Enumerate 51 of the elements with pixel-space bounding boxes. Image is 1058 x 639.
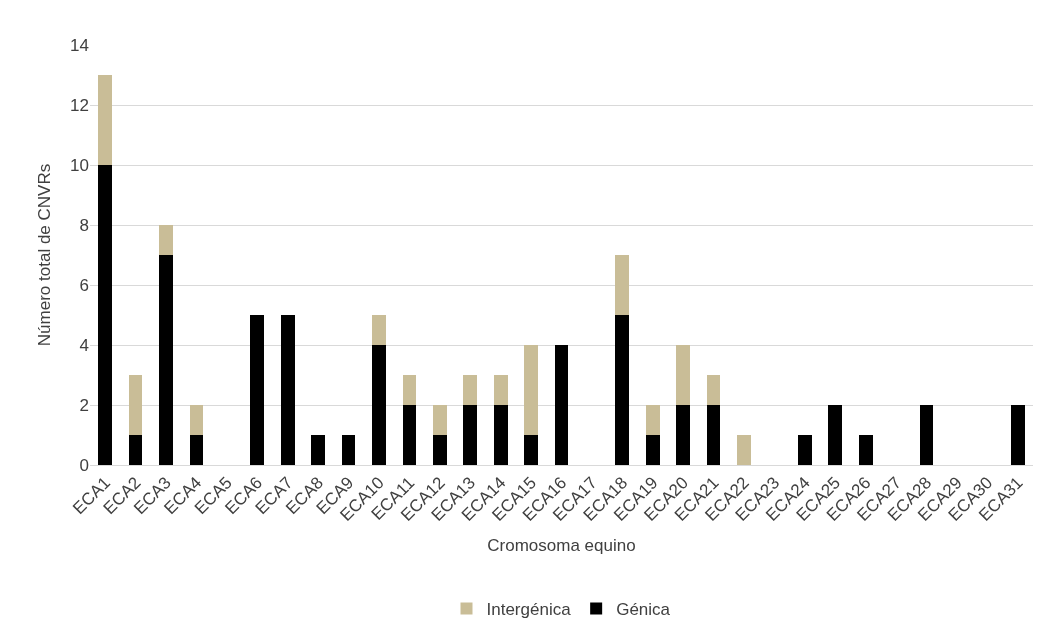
bar [615, 255, 630, 315]
legend-label: Intergénica [486, 600, 572, 620]
bar [706, 405, 721, 465]
bar [798, 435, 812, 465]
bar [341, 435, 356, 465]
bar [493, 375, 508, 405]
y-tick-label: 14 [70, 35, 89, 55]
bar [828, 405, 843, 465]
bar [402, 405, 417, 465]
bar [1010, 405, 1025, 465]
bar [463, 405, 478, 465]
bar [493, 405, 508, 465]
bar [463, 375, 478, 405]
legend-label: Génica [616, 600, 671, 620]
bar [372, 345, 386, 465]
bar [706, 375, 721, 405]
y-tick-label: 8 [79, 215, 89, 235]
bar [524, 435, 538, 465]
bar [919, 405, 934, 465]
y-tick-label: 0 [79, 455, 89, 475]
bar [615, 315, 630, 465]
bar [402, 375, 417, 405]
bar [128, 375, 143, 435]
bar [159, 255, 173, 465]
bar [645, 405, 660, 435]
bar [250, 315, 265, 465]
y-tick-label: 6 [79, 275, 89, 295]
bar [372, 315, 386, 345]
bar [645, 435, 660, 465]
bar [159, 225, 173, 255]
bar [280, 315, 295, 465]
bar [676, 345, 691, 405]
y-axis-title: Número total de CNVRs [34, 163, 54, 347]
bar [189, 435, 204, 465]
bar [676, 405, 691, 465]
bar [311, 435, 325, 465]
bar [524, 345, 538, 435]
bar [554, 345, 569, 465]
bar [98, 75, 113, 165]
bar [98, 165, 113, 465]
bar [189, 405, 204, 435]
bar [858, 435, 873, 465]
bar [128, 435, 143, 465]
bar [737, 435, 751, 465]
y-tick-label: 4 [79, 335, 89, 355]
bar [432, 435, 447, 465]
bar [432, 405, 447, 435]
y-tick-label: 12 [70, 95, 89, 115]
x-axis-title: Cromosoma equino [487, 536, 636, 556]
y-tick-label: 2 [79, 395, 89, 415]
y-tick-label: 10 [70, 155, 89, 175]
